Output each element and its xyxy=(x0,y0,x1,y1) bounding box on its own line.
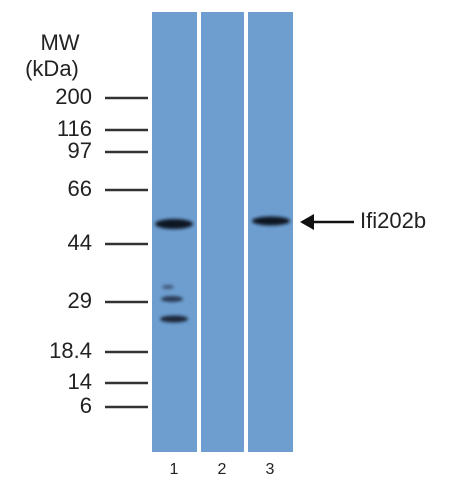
marker-label: 44 xyxy=(68,230,92,255)
band-label: Ifi202b xyxy=(360,208,426,233)
marker-label: 29 xyxy=(68,288,92,313)
marker-label: 97 xyxy=(68,138,92,163)
marker-label: 200 xyxy=(55,84,92,109)
marker-label: 18.4 xyxy=(49,338,92,363)
band xyxy=(155,219,193,229)
lane xyxy=(152,12,197,452)
blot-figure: MW (kDa) 200 116 97 66 44 29 18.4 14 6 1… xyxy=(0,0,451,482)
band xyxy=(162,285,174,289)
band xyxy=(160,316,188,323)
band xyxy=(252,217,290,226)
lane-label: 3 xyxy=(266,461,275,478)
mw-unit: (kDa) xyxy=(25,56,79,81)
mw-title: MW xyxy=(40,30,79,55)
marker-label: 66 xyxy=(68,176,92,201)
lane-label: 1 xyxy=(170,461,179,478)
lane xyxy=(201,12,244,452)
band xyxy=(161,296,183,302)
marker-label: 6 xyxy=(80,393,92,418)
marker-label: 14 xyxy=(68,369,92,394)
lane xyxy=(248,12,293,452)
lane-label: 2 xyxy=(218,461,227,478)
